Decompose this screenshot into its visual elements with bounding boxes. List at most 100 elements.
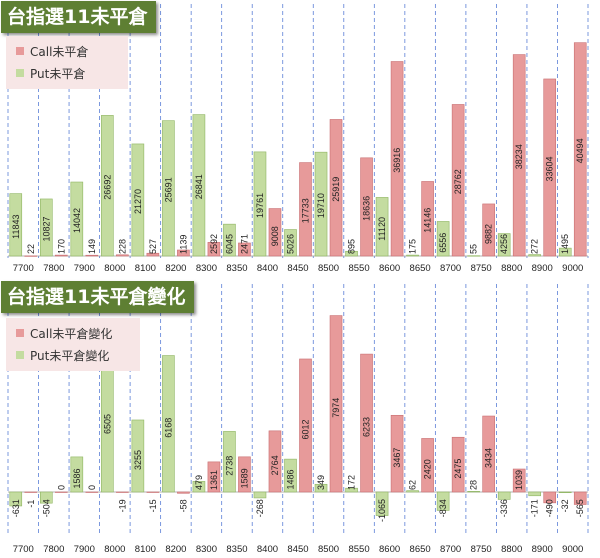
call-bar [482, 415, 495, 493]
x-tick-label: 8000 [104, 544, 125, 555]
x-tick-label: 8300 [196, 263, 217, 274]
x-tick-label: 8350 [226, 544, 247, 555]
put-bar [314, 483, 328, 493]
call-value-label: 17733 [301, 198, 311, 223]
put-value-label: -1065 [377, 499, 387, 522]
x-tick-label: 7800 [43, 263, 64, 274]
put-bar [131, 419, 145, 493]
legend-entry-call-change: Call未平倉變化 [12, 322, 134, 344]
call-bar [116, 254, 129, 257]
x-tick-label: 7800 [43, 544, 64, 555]
call-value-label: 9882 [484, 224, 494, 244]
call-value-label: 25919 [331, 177, 341, 202]
call-bar [482, 203, 495, 257]
call-bar [207, 461, 221, 493]
x-tick-label: 8700 [440, 544, 461, 555]
x-tick-label: 8700 [440, 263, 461, 274]
call-bar [390, 61, 404, 257]
call-value-label: -58 [178, 499, 188, 512]
x-tick-label: 7700 [13, 263, 34, 274]
call-bar [512, 468, 526, 493]
call-value-label: 0 [87, 485, 97, 490]
put-bar [253, 151, 267, 257]
call-value-label: 14146 [423, 208, 433, 233]
put-value-label: 1586 [72, 468, 82, 488]
x-tick-label: 8000 [104, 263, 125, 274]
x-tick-label: 8650 [410, 544, 431, 555]
put-bar [9, 491, 23, 507]
put-value-label: 1495 [560, 234, 570, 254]
x-tick-label: 8400 [257, 263, 278, 274]
call-value-label: 2475 [453, 459, 463, 479]
call-value-label: 170 [56, 239, 66, 254]
call-value-label: 18636 [362, 196, 372, 221]
call-bar [238, 456, 251, 493]
legend-entry-put: Put未平倉 [12, 62, 122, 84]
put-bar [406, 254, 419, 257]
put-bar [436, 221, 450, 257]
put-value-label: 5026 [286, 234, 296, 254]
legend-label-call-change: Call未平倉變化 [30, 326, 113, 341]
x-tick-label: 8800 [501, 263, 522, 274]
call-value-label: 1361 [209, 470, 219, 490]
put-bar [223, 223, 236, 257]
x-tick-label: 8500 [318, 544, 339, 555]
call-value-label: 28762 [453, 169, 463, 194]
x-tick-label: 8100 [135, 263, 156, 274]
call-value-label: 6012 [301, 419, 311, 439]
call-bar [512, 54, 526, 257]
put-value-label: 349 [316, 475, 326, 490]
call-value-label: 149 [87, 239, 97, 254]
put-bar [162, 120, 175, 257]
put-value-label: 272 [530, 239, 540, 254]
put-value-label: 28 [469, 480, 479, 490]
put-bar [528, 254, 542, 257]
put-value-label: 19710 [316, 193, 326, 218]
call-value-label: 1589 [239, 468, 249, 488]
call-value-label: 2471 [239, 234, 249, 254]
x-tick-label: 8350 [226, 263, 247, 274]
put-bar [497, 491, 511, 500]
call-value-label: 0 [56, 485, 66, 490]
call-value-label: 36916 [392, 148, 402, 173]
oi-change-chart-plot: -631 -1 7700 -504 0 7800 1586 0 7900 6505 -19 8000 3… [7, 284, 589, 555]
legend-label-put: Put未平倉 [30, 66, 86, 81]
call-bar [543, 491, 557, 504]
oi-chart-plot: 11843 22 7700 10827 170 7800 14042 149 7900 26692… [7, 4, 589, 274]
oi-change-chart-legend: Call未平倉變化 Put未平倉變化 [6, 318, 140, 371]
oi-chart-panel: 11843 22 7700 10827 170 7800 14042 149 7900 26692… [0, 0, 600, 276]
put-bar [192, 114, 206, 257]
call-value-label: 2592 [209, 234, 219, 254]
put-bar [223, 431, 236, 493]
put-value-label: 6045 [224, 234, 234, 254]
put-bar [314, 151, 328, 257]
x-tick-label: 8500 [318, 263, 339, 274]
x-tick-label: 8450 [287, 544, 308, 555]
call-bar [54, 491, 68, 493]
put-value-label: -268 [255, 499, 265, 517]
put-value-label: 62 [408, 480, 418, 490]
put-value-label: 19761 [255, 193, 265, 218]
x-tick-label: 8750 [471, 263, 492, 274]
x-tick-label: 8650 [410, 263, 431, 274]
put-bar [345, 487, 358, 493]
call-value-label: 9008 [270, 226, 280, 246]
x-tick-label: 8600 [379, 544, 400, 555]
call-bar [573, 491, 587, 505]
put-bar [375, 491, 389, 516]
x-tick-label: 8400 [257, 544, 278, 555]
put-bar [467, 491, 480, 493]
put-bar [192, 481, 206, 493]
x-tick-label: 9000 [562, 263, 583, 274]
call-bar [451, 436, 465, 493]
put-value-label: 6556 [438, 233, 448, 253]
call-bar [24, 255, 38, 257]
put-value-label: -336 [499, 499, 509, 517]
put-bar [101, 115, 114, 257]
call-bar [573, 42, 587, 257]
x-tick-label: 8200 [165, 544, 186, 555]
put-bar [345, 250, 358, 257]
legend-entry-put-change: Put未平倉變化 [12, 344, 134, 366]
put-value-label: -631 [11, 499, 21, 517]
x-tick-label: 8750 [471, 544, 492, 555]
